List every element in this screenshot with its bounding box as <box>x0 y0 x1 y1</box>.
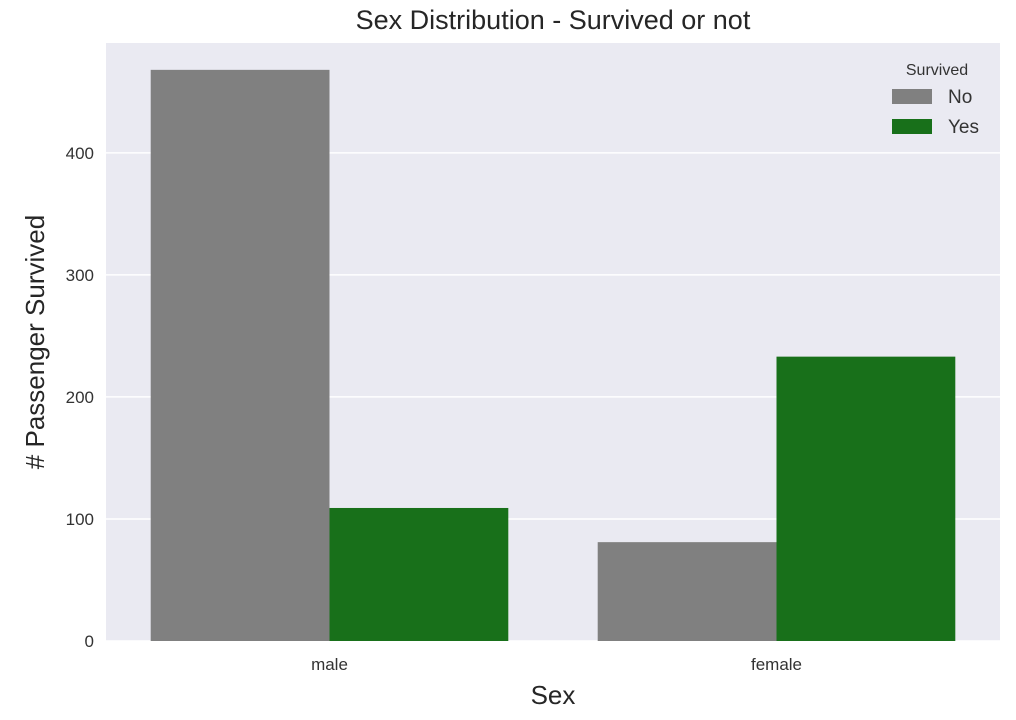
legend-title: Survived <box>906 62 968 79</box>
bar-male-no <box>150 69 330 641</box>
x-axis-title: Sex <box>531 680 576 710</box>
y-tick-label: 400 <box>66 144 94 163</box>
y-tick-labels: 0 100 200 300 400 <box>66 144 94 651</box>
legend-swatch-no <box>892 89 932 104</box>
legend-swatch-yes <box>892 119 932 134</box>
y-tick-label: 100 <box>66 510 94 529</box>
y-axis-title: # Passenger Survived <box>20 215 50 469</box>
chart-title: Sex Distribution - Survived or not <box>356 5 751 35</box>
bar-male-yes <box>329 507 509 641</box>
x-tick-label: female <box>751 655 802 674</box>
legend-label-yes: Yes <box>948 117 979 138</box>
x-tick-labels: male female <box>311 655 802 674</box>
y-tick-label: 300 <box>66 266 94 285</box>
bar-female-yes <box>776 356 956 641</box>
legend-label-no: No <box>948 87 972 108</box>
legend: Survived No Yes <box>892 62 979 138</box>
bars <box>150 69 956 641</box>
legend-items: No Yes <box>892 87 979 138</box>
x-tick-label: male <box>311 655 348 674</box>
y-tick-label: 200 <box>66 388 94 407</box>
bar-female-no <box>597 542 777 641</box>
y-tick-label: 0 <box>85 632 94 651</box>
